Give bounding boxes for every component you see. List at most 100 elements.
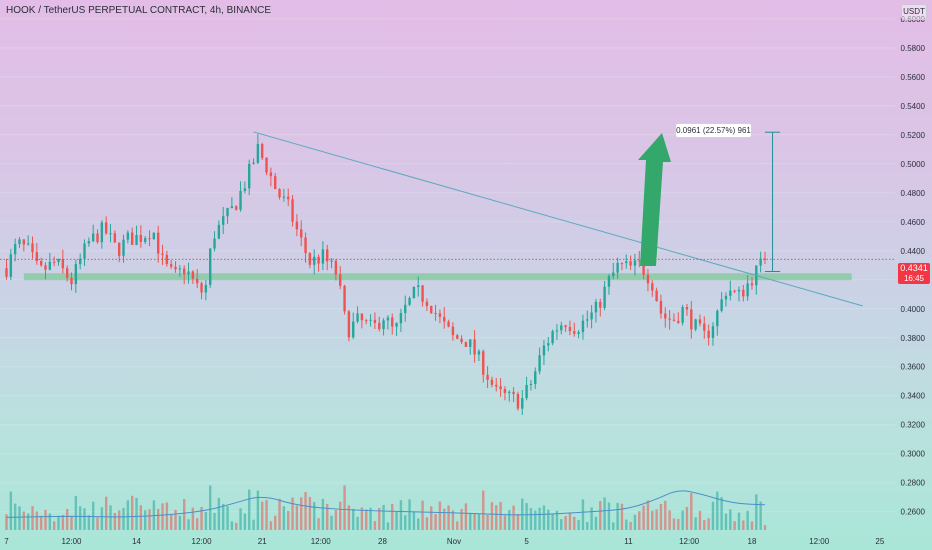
candle-body (386, 317, 390, 321)
candle-body (213, 238, 216, 249)
volume-bar (70, 515, 73, 530)
volume-bar (438, 501, 442, 530)
volume-bar (169, 514, 173, 530)
volume-bar (659, 503, 663, 530)
price-tick-label: 0.2600 (901, 508, 926, 517)
volume-bar (239, 508, 242, 530)
volume-bar (482, 490, 485, 530)
volume-bar (529, 508, 533, 530)
volume-bar (646, 500, 650, 530)
candle-body (633, 260, 637, 266)
candle-body (287, 196, 290, 200)
volume-bar (83, 508, 86, 530)
volume-bar (707, 518, 710, 530)
candle-body (473, 339, 476, 355)
candle-body (248, 163, 251, 189)
price-tick-label: 0.3600 (901, 363, 926, 372)
volume-bar (91, 501, 95, 530)
candle-body (104, 222, 108, 234)
volume-bar (668, 510, 671, 530)
volume-bar (469, 512, 472, 530)
volume-bar (65, 508, 69, 530)
volume-bar (235, 522, 238, 530)
candle-body (616, 262, 619, 273)
volume-bar (590, 507, 593, 530)
candle-body (130, 232, 134, 245)
volume-bar (122, 507, 125, 530)
candle-body (143, 238, 147, 242)
volume-bar (156, 508, 160, 530)
volume-bar (551, 513, 554, 530)
volume-bar (35, 511, 39, 530)
volume-bar (304, 491, 307, 530)
time-tick-label: 12:00 (192, 537, 213, 546)
volume-bar (300, 497, 303, 530)
volume-bar (295, 505, 299, 530)
candle-body (469, 339, 472, 347)
candle-body (343, 285, 346, 312)
volume-bar (443, 508, 446, 530)
candle-body (347, 311, 351, 338)
volume-bar (373, 521, 377, 530)
candle-body (594, 301, 598, 313)
time-tick-label: 14 (132, 537, 141, 546)
volume-bar (5, 514, 8, 530)
candle-body (209, 248, 212, 285)
candle-body (352, 321, 355, 338)
candle-body (534, 371, 537, 384)
volume-bar (222, 503, 225, 530)
currency-button[interactable]: USDT (901, 4, 927, 20)
volume-bar (256, 490, 260, 530)
price-tick-label: 0.4400 (901, 247, 926, 256)
volume-bar (22, 511, 26, 530)
candle-body (672, 319, 676, 321)
candle-body (369, 319, 372, 321)
volume-bar (226, 506, 229, 530)
time-tick-label: 12:00 (61, 537, 82, 546)
volume-bar (187, 519, 190, 530)
volume-bar (287, 510, 290, 530)
volume-bar (460, 508, 463, 530)
time-tick-label: 12:00 (679, 537, 700, 546)
candle-body (169, 264, 173, 267)
volume-bar (555, 510, 559, 530)
volume-bar (694, 517, 697, 530)
volume-bar (369, 507, 372, 530)
volume-bar (495, 505, 498, 530)
candle-body (200, 283, 203, 293)
candle-body (750, 283, 754, 286)
price-range-measure[interactable] (764, 131, 781, 273)
volume-bar (720, 497, 723, 530)
candle-body (217, 224, 221, 239)
price-tick-label: 0.5400 (901, 102, 926, 111)
volume-bar (473, 513, 476, 530)
volume-bar (456, 521, 459, 530)
time-tick-label: 12:00 (311, 537, 332, 546)
candle-body (9, 254, 13, 277)
price-tick-label: 0.4000 (901, 305, 926, 314)
volume-bar (386, 522, 390, 530)
price-tick-label: 0.3000 (901, 450, 926, 459)
candle-body (729, 290, 732, 296)
trendline[interactable] (253, 131, 863, 307)
candle-body (395, 323, 398, 327)
candle-body (434, 313, 437, 315)
candle-body (438, 313, 442, 317)
candle-body (716, 310, 719, 327)
volume-bar (252, 519, 255, 530)
support-zone[interactable] (23, 273, 852, 281)
volume-bar (434, 514, 437, 530)
candle-body (590, 312, 593, 320)
time-axis[interactable]: 7 12:00 14 12:00 21 12:00 28 Nov 5 11 12:00 18 12:00… (4, 537, 885, 546)
volume-bar (616, 502, 619, 530)
volume-bar (447, 505, 450, 530)
price-tick-label: 0.5800 (901, 44, 926, 53)
candle-body (733, 290, 736, 292)
time-tick-label: 28 (378, 537, 387, 546)
volume-bars (5, 485, 767, 530)
volume-bar (538, 507, 541, 530)
candle-body (443, 316, 446, 322)
candle-body (113, 233, 117, 243)
volume-bar (499, 502, 502, 530)
